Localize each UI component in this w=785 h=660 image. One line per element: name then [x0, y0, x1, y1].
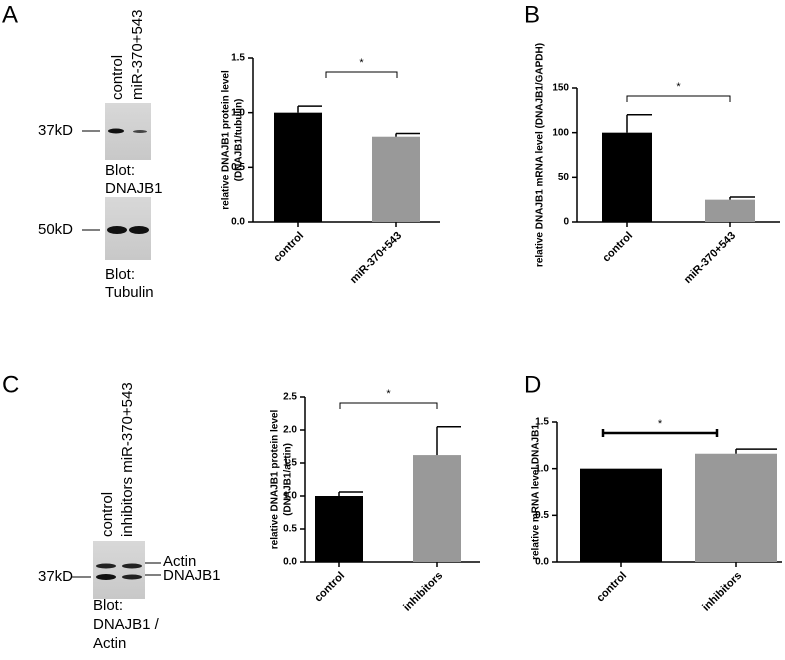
y-tick-label: 150 — [552, 83, 569, 94]
panel-label: C — [2, 371, 19, 398]
error-bar — [729, 196, 755, 200]
x-tick-label: control — [312, 570, 347, 605]
y-tick-label: 2.0 — [283, 425, 297, 436]
y-tick-label: 1.5 — [231, 53, 245, 64]
y-tick-label: 0.0 — [231, 217, 245, 228]
blot-caption: Blot: — [105, 162, 135, 179]
bar — [695, 453, 777, 562]
band — [122, 563, 142, 569]
significance-bracket — [339, 402, 438, 409]
panel-label: D — [524, 371, 541, 398]
bar — [705, 199, 755, 222]
y-tick-label: 0.0 — [283, 557, 297, 568]
error-bar — [338, 491, 363, 496]
y-tick-label: 100 — [552, 127, 569, 138]
y-tick-label: 50 — [558, 172, 570, 183]
panel-label: A — [2, 1, 18, 28]
marker-label: 50kD — [38, 221, 73, 238]
error-bar — [395, 132, 420, 137]
y-tick-label: 0.5 — [283, 524, 297, 535]
x-tick-label: control — [271, 230, 306, 265]
y-axis-label: (DNAJB1/tubulin) — [234, 99, 245, 182]
y-axis-label: relative DNAJB1 mRNA level (DNAJB1/GAPDH… — [535, 43, 546, 267]
y-tick-label: 1.5 — [535, 417, 549, 428]
y-tick-label: 1.0 — [283, 491, 297, 502]
y-axis-label: relative mRNA level DNAJB1 — [531, 424, 542, 560]
blot-caption: Blot: — [93, 597, 123, 614]
x-tick-label: control — [600, 230, 635, 265]
error-bar — [626, 114, 652, 133]
lane-label: inhibitors miR-370+543 — [119, 382, 136, 537]
y-tick-label: 0.5 — [231, 162, 245, 173]
y-axis-label: relative DNAJB1 protein level — [270, 410, 281, 550]
y-axis-label: (DNAJB1/actin) — [283, 443, 294, 516]
band — [129, 226, 149, 234]
x-tick-label: miR-370+543 — [348, 230, 404, 286]
bar — [413, 455, 461, 562]
lane-label: control — [109, 55, 126, 100]
marker-label: 37kD — [38, 568, 73, 585]
bar — [274, 112, 322, 222]
panel-label: B — [524, 1, 540, 28]
lane-label: control — [99, 492, 116, 537]
significance-bracket — [626, 95, 731, 102]
y-tick-label: 0 — [563, 217, 569, 228]
band — [96, 563, 116, 569]
y-tick-label: 1.5 — [283, 458, 297, 469]
marker-label: 37kD — [38, 122, 73, 139]
y-tick-label: 0.0 — [535, 557, 549, 568]
y-tick-label: 0.5 — [535, 510, 549, 521]
band — [107, 226, 127, 234]
bar — [372, 136, 420, 222]
band — [133, 130, 147, 133]
x-tick-label: inhibitors — [401, 570, 445, 614]
band — [96, 574, 116, 580]
blot-caption: Blot: — [105, 266, 135, 283]
blot-caption: DNAJB1 — [105, 180, 163, 197]
y-axis-label: relative DNAJB1 protein level — [221, 70, 232, 210]
error-bar — [735, 448, 777, 454]
x-tick-label: miR-370+543 — [682, 230, 738, 286]
lane-label: miR-370+543 — [129, 10, 146, 100]
band-label: Actin — [163, 553, 196, 570]
error-bar — [297, 105, 322, 113]
y-tick-label: 1.0 — [535, 463, 549, 474]
band — [108, 128, 124, 134]
error-bar — [436, 425, 461, 456]
blot-caption: Tubulin — [105, 284, 154, 301]
significance-bracket — [325, 71, 398, 78]
significance-bracket — [601, 429, 719, 437]
bar — [602, 132, 652, 222]
significance-label: * — [676, 81, 681, 93]
blot-caption: DNAJB1 / — [93, 616, 160, 633]
blot-caption: Actin — [93, 635, 126, 652]
band — [122, 574, 142, 580]
blot-image — [93, 541, 145, 599]
x-tick-label: inhibitors — [700, 570, 744, 614]
bar — [315, 496, 363, 562]
significance-label: * — [386, 388, 391, 400]
x-tick-label: control — [594, 570, 629, 605]
y-tick-label: 1.0 — [231, 107, 245, 118]
significance-label: * — [658, 418, 663, 430]
significance-label: * — [359, 57, 364, 69]
y-tick-label: 2.5 — [283, 392, 297, 403]
band-label: DNAJB1 — [163, 567, 221, 584]
bar — [580, 468, 662, 562]
